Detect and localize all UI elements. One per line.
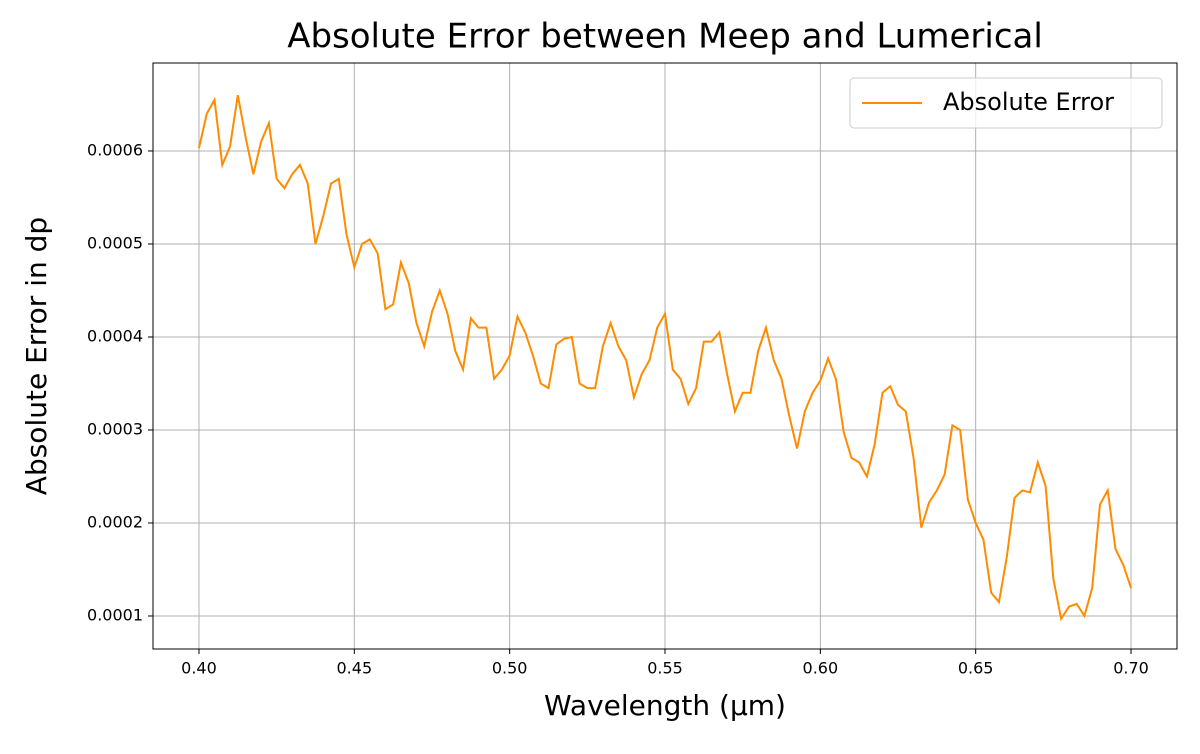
x-tick-label: 0.60	[803, 659, 839, 678]
x-tick-label: 0.45	[337, 659, 373, 678]
x-tick-label: 0.50	[492, 659, 528, 678]
data-line	[198, 94, 1132, 622]
y-tick-label: 0.0006	[87, 140, 143, 159]
x-tick-label: 0.40	[181, 659, 217, 678]
chart-title: Absolute Error between Meep and Lumerica…	[287, 17, 1043, 57]
plot-frame	[152, 62, 1178, 650]
y-axis-label: Absolute Error in dp	[20, 217, 53, 495]
legend-label: Absolute Error	[943, 88, 1114, 116]
x-tick-label: 0.55	[647, 659, 683, 678]
y-tick-label: 0.0001	[87, 605, 143, 624]
x-tick-label: 0.65	[958, 659, 994, 678]
legend-box	[849, 77, 1163, 129]
y-tick-label: 0.0003	[87, 419, 143, 438]
x-axis-label: Wavelength (µm)	[544, 689, 786, 722]
x-tick-label: 0.70	[1113, 659, 1149, 678]
y-tick-label: 0.0005	[87, 233, 143, 252]
y-tick-label: 0.0004	[87, 326, 143, 345]
y-tick-label: 0.0002	[87, 512, 143, 531]
